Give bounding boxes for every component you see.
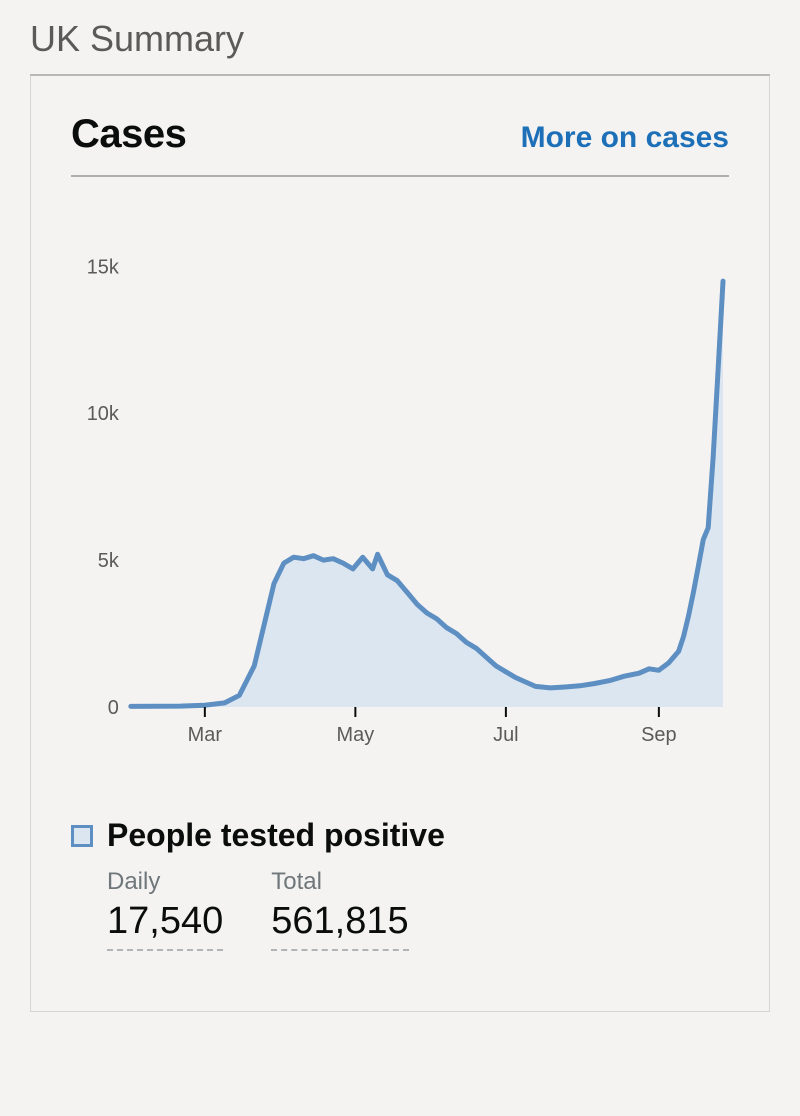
svg-text:15k: 15k: [87, 256, 119, 278]
svg-text:Sep: Sep: [641, 724, 676, 746]
stats-row: Daily 17,540 Total 561,815: [107, 868, 729, 951]
svg-text:Jul: Jul: [493, 724, 518, 746]
page-root: UK Summary Cases More on cases 0 5k 10k 15k…: [0, 0, 800, 1012]
svg-text:May: May: [337, 724, 375, 746]
svg-text:5k: 5k: [98, 550, 119, 572]
stat-label: Total: [271, 868, 408, 896]
stat-value: 17,540: [107, 900, 223, 951]
stat-total: Total 561,815: [271, 868, 408, 951]
svg-text:0: 0: [108, 697, 119, 719]
cases-panel: Cases More on cases 0 5k 10k 15k Mar May Jul Se…: [30, 76, 770, 1012]
legend-title: People tested positive: [107, 817, 445, 854]
panel-title: Cases: [71, 112, 186, 157]
svg-text:Mar: Mar: [188, 724, 223, 746]
more-on-cases-link[interactable]: More on cases: [521, 121, 729, 155]
stat-value: 561,815: [271, 900, 408, 951]
cases-chart-svg: 0 5k 10k 15k Mar May Jul Sep: [71, 217, 729, 757]
stat-label: Daily: [107, 868, 223, 896]
legend-swatch-icon: [71, 825, 93, 847]
svg-text:10k: 10k: [87, 403, 119, 425]
panel-header: Cases More on cases: [71, 112, 729, 177]
cases-chart: 0 5k 10k 15k Mar May Jul Sep: [71, 217, 729, 757]
page-title: UK Summary: [30, 18, 770, 76]
legend-row: People tested positive: [71, 817, 729, 854]
legend-block: People tested positive Daily 17,540 Tota…: [71, 817, 729, 951]
stat-daily: Daily 17,540: [107, 868, 223, 951]
